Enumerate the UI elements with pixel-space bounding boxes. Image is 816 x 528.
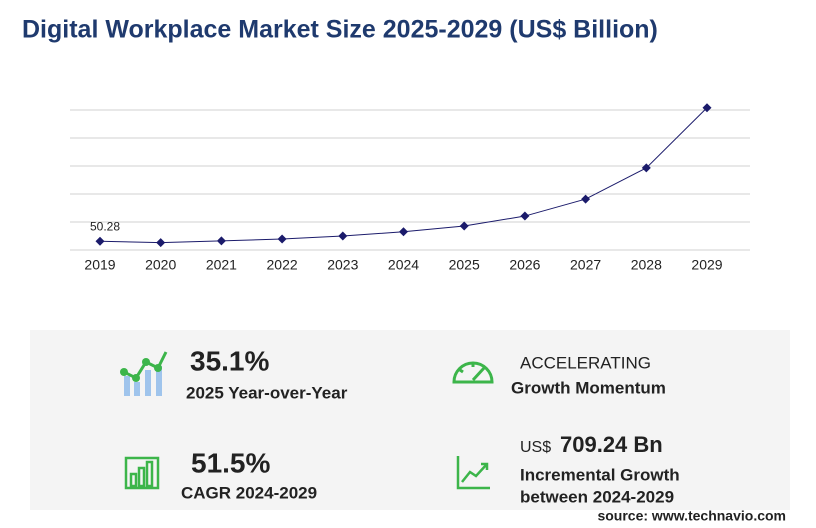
kpi-label: CAGR 2024-2029 [181,483,317,502]
source: source: www.technavio.com [597,508,786,524]
x-tick-label: 2019 [84,257,115,273]
kpi-currency: US$ [520,439,551,456]
x-tick-label: 2026 [509,257,540,273]
kpi-label: Growth Momentum [511,378,666,397]
marker [641,163,651,173]
marker [156,238,166,248]
x-tick-label: 2027 [570,257,601,273]
data-label: 50.28 [90,219,120,233]
kpi-value: 709.24 Bn [560,432,663,457]
marker [216,236,226,246]
marker [702,103,712,113]
bars-icon [124,456,160,490]
marker [520,211,530,221]
kpi-label: between 2024-2029 [520,487,674,506]
kpi-label: 2025 Year-over-Year [186,383,348,402]
x-tick-label: 2025 [449,257,480,273]
x-tick-label: 2028 [631,257,662,273]
x-tick-label: 2029 [691,257,722,273]
marker [581,194,591,204]
gauge-icon [452,361,494,384]
x-tick-label: 2021 [206,257,237,273]
x-tick-label: 2022 [267,257,298,273]
marker [95,236,105,246]
marker [338,231,348,241]
marker [459,221,469,231]
trend-icon [456,456,490,490]
kpi-label: Incremental Growth [520,465,680,484]
marker [277,234,287,244]
kpi-panel [30,330,790,510]
kpi-value: ACCELERATING [520,353,651,372]
x-tick-label: 2023 [327,257,358,273]
x-tick-label: 2020 [145,257,176,273]
x-tick-label: 2024 [388,257,419,273]
chart-title: Digital Workplace Market Size 2025-2029 … [22,16,658,44]
kpi-value: 51.5% [191,447,270,478]
kpi-value: 35.1% [190,345,269,376]
growth-icon [120,351,168,396]
marker [399,227,408,237]
